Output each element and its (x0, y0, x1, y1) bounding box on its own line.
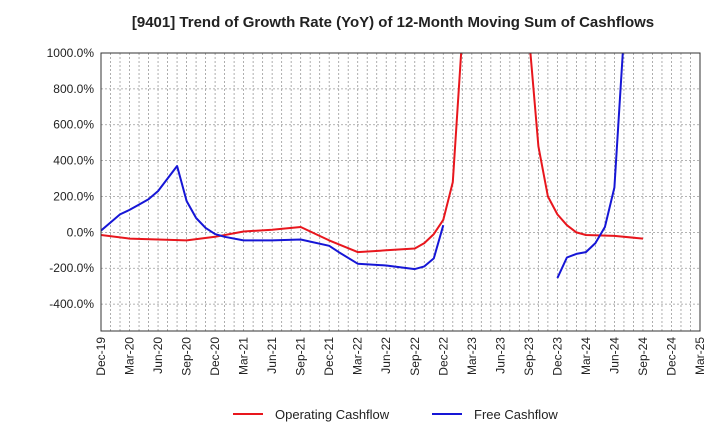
y-tick-label: 0.0% (67, 225, 95, 239)
x-tick-label: Sep-22 (408, 337, 422, 376)
operating-cashflow-line (101, 53, 644, 254)
legend: Operating Cashflow Free Cashflow (233, 407, 558, 422)
x-axis-ticks: Dec-19 Mar-20 Jun-20 Sep-20 Dec-20 Mar-21 Jun-… (94, 337, 707, 376)
x-tick-label: Dec-21 (322, 337, 336, 376)
x-tick-label: Mar-20 (123, 337, 137, 375)
x-tick-label: Jun-24 (607, 337, 621, 374)
y-tick-label: 1000.0% (47, 46, 95, 60)
free-cashflow-line (101, 53, 624, 279)
y-tick-label: -400.0% (49, 297, 94, 311)
y-tick-label: 200.0% (53, 189, 94, 203)
series-lines (101, 53, 644, 279)
y-axis-ticks: 1000.0% 800.0% 600.0% 400.0% 200.0% 0.0% -200.… (47, 46, 95, 311)
x-tick-label: Sep-23 (522, 337, 536, 376)
x-tick-label: Jun-20 (151, 337, 165, 374)
x-tick-label: Dec-24 (664, 337, 678, 376)
x-tick-label: Jun-21 (265, 337, 279, 374)
x-tick-label: Dec-23 (550, 337, 564, 376)
x-tick-label: Mar-23 (465, 337, 479, 375)
y-tick-label: -200.0% (49, 261, 94, 275)
x-tick-label: Jun-23 (493, 337, 507, 374)
x-tick-label: Dec-22 (436, 337, 450, 376)
chart-title: [9401] Trend of Growth Rate (YoY) of 12-… (132, 14, 654, 31)
x-tick-label: Mar-22 (351, 337, 365, 375)
plot-frame (100, 52, 701, 332)
x-tick-label: Mar-21 (237, 337, 251, 375)
legend-label-operating-cashflow: Operating Cashflow (275, 407, 390, 422)
y-tick-label: 400.0% (53, 154, 94, 168)
y-tick-label: 800.0% (53, 82, 94, 96)
x-tick-label: Dec-19 (94, 337, 108, 376)
x-tick-label: Mar-25 (693, 337, 707, 375)
y-tick-label: 600.0% (53, 118, 94, 132)
legend-label-free-cashflow: Free Cashflow (474, 407, 558, 422)
x-tick-label: Mar-24 (579, 337, 593, 375)
x-tick-label: Dec-20 (208, 337, 222, 376)
x-tick-label: Sep-24 (636, 337, 650, 376)
x-tick-label: Jun-22 (379, 337, 393, 374)
x-tick-label: Sep-20 (180, 337, 194, 376)
x-tick-label: Sep-21 (294, 337, 308, 376)
